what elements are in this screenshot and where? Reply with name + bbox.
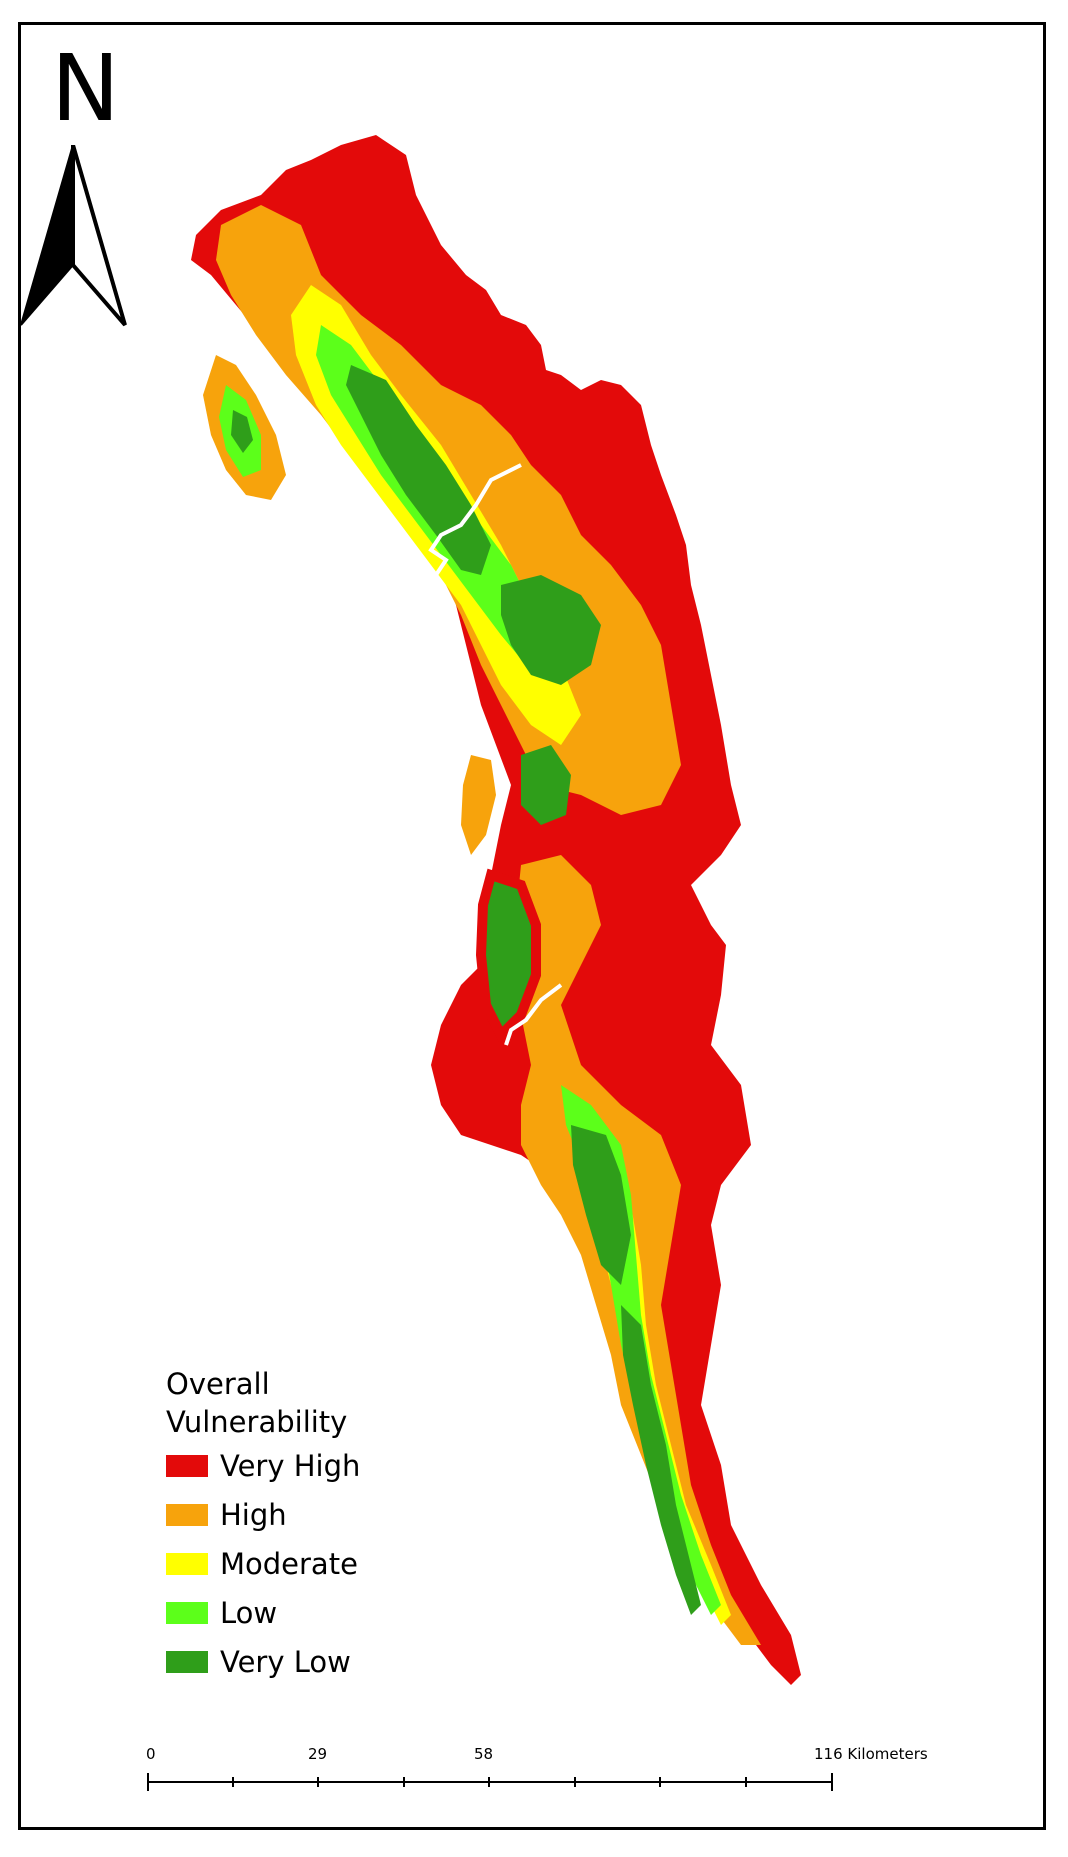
zone-very-low-3 xyxy=(521,745,571,825)
legend-label: Very Low xyxy=(220,1644,351,1679)
legend-item-very-high: Very High xyxy=(166,1441,426,1490)
zone-very-low-2 xyxy=(501,575,601,685)
legend-item-low: Low xyxy=(166,1588,426,1637)
island-west-dark xyxy=(231,410,253,453)
river-south xyxy=(504,983,563,1046)
map-legend: Overall Vulnerability Very High High Mod… xyxy=(166,1365,426,1686)
legend-label: Moderate xyxy=(220,1546,358,1581)
scale-bar-line xyxy=(147,1773,833,1791)
legend-swatch xyxy=(166,1503,208,1526)
island-mid xyxy=(461,755,496,855)
map-frame: N Overall Vulnerability Very High High M… xyxy=(18,22,1046,1830)
zone-very-low-4 xyxy=(571,1125,631,1285)
vulnerability-map xyxy=(191,135,801,1685)
legend-item-high: High xyxy=(166,1490,426,1539)
legend-title: Overall Vulnerability xyxy=(166,1367,348,1439)
island-south xyxy=(481,875,536,1035)
scale-label-0: 0 xyxy=(146,1745,156,1763)
scale-label-58: 58 xyxy=(474,1745,494,1763)
legend-label: High xyxy=(220,1497,287,1532)
legend-label: Low xyxy=(220,1595,278,1630)
scale-label-116: 116 Kilometers xyxy=(814,1745,928,1763)
north-letter: N xyxy=(51,35,120,142)
zone-very-low-5 xyxy=(621,1305,701,1615)
legend-swatch xyxy=(166,1601,208,1624)
north-arrow-icon xyxy=(21,145,127,327)
scale-label-29: 29 xyxy=(308,1745,328,1763)
river-north xyxy=(424,463,522,587)
legend-swatch xyxy=(166,1552,208,1575)
zone-very-low-1 xyxy=(346,365,491,575)
legend-label: Very High xyxy=(220,1448,361,1483)
legend-swatch xyxy=(166,1650,208,1673)
legend-swatch xyxy=(166,1454,208,1477)
legend-item-moderate: Moderate xyxy=(166,1539,426,1588)
legend-item-very-low: Very Low xyxy=(166,1637,426,1686)
island-south-rim xyxy=(475,868,541,1044)
